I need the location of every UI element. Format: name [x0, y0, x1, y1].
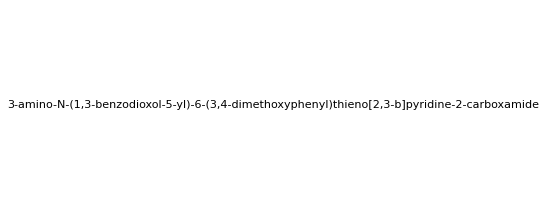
Text: 3-amino-N-(1,3-benzodioxol-5-yl)-6-(3,4-dimethoxyphenyl)thieno[2,3-b]pyridine-2-: 3-amino-N-(1,3-benzodioxol-5-yl)-6-(3,4-… — [8, 100, 539, 110]
